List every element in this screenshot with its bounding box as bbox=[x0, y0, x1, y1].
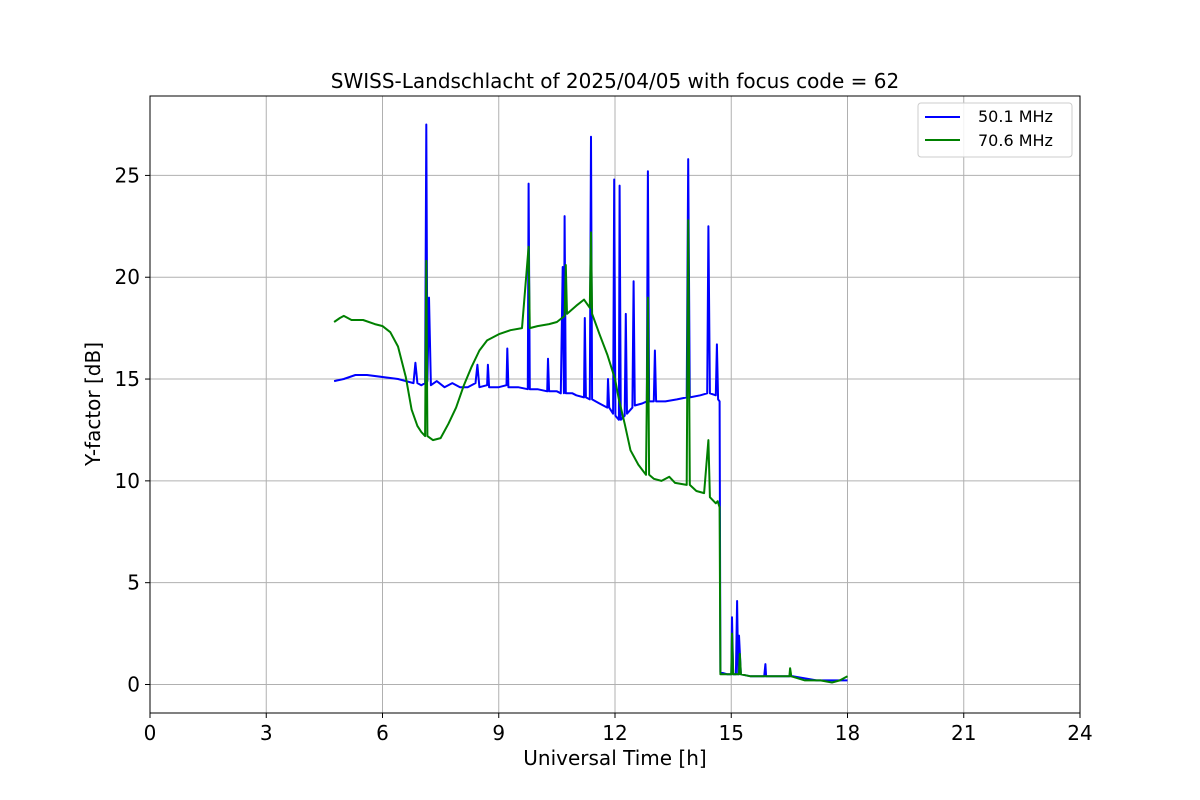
x-tick-label: 6 bbox=[376, 721, 389, 745]
y-axis: 0 5 10 15 20 25 bbox=[115, 163, 150, 696]
y-tick-label: 25 bbox=[115, 163, 140, 187]
x-tick-label: 0 bbox=[144, 721, 157, 745]
x-tick-label: 24 bbox=[1067, 721, 1092, 745]
x-tick-label: 15 bbox=[719, 721, 744, 745]
y-tick-label: 20 bbox=[115, 265, 140, 289]
x-tick-label: 18 bbox=[835, 721, 860, 745]
y-tick-label: 0 bbox=[127, 672, 140, 696]
x-tick-label: 12 bbox=[602, 721, 627, 745]
x-axis-label: Universal Time [h] bbox=[523, 746, 706, 770]
y-tick-label: 15 bbox=[115, 367, 140, 391]
x-axis: 0 3 6 9 12 15 18 21 24 bbox=[144, 713, 1093, 745]
y-tick-label: 10 bbox=[115, 469, 140, 493]
x-tick-label: 21 bbox=[951, 721, 976, 745]
legend: 50.1 MHz 70.6 MHz bbox=[917, 102, 1073, 158]
legend-label-70mhz: 70.6 MHz bbox=[978, 131, 1053, 150]
chart-title: SWISS-Landschlacht of 2025/04/05 with fo… bbox=[331, 69, 899, 93]
legend-label-50mhz: 50.1 MHz bbox=[978, 107, 1053, 126]
y-axis-label: Y-factor [dB] bbox=[81, 342, 105, 467]
x-tick-label: 3 bbox=[260, 721, 273, 745]
series-line-1 bbox=[333, 219, 848, 684]
y-tick-label: 5 bbox=[127, 571, 140, 595]
x-tick-label: 9 bbox=[492, 721, 505, 745]
series-layer bbox=[333, 123, 848, 684]
